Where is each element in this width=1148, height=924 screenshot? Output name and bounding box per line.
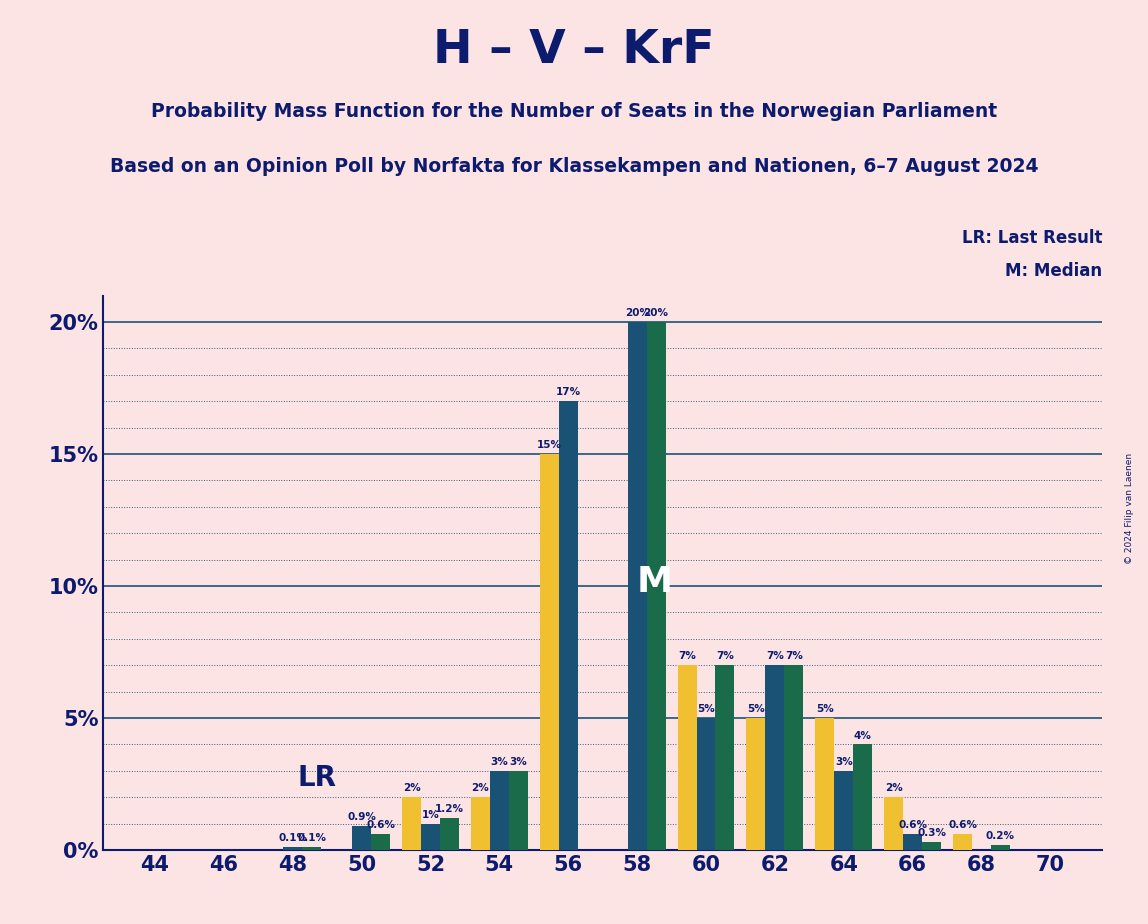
Text: 3%: 3% <box>490 757 509 767</box>
Text: © 2024 Filip van Laenen: © 2024 Filip van Laenen <box>1125 453 1134 564</box>
Text: 0.1%: 0.1% <box>278 833 308 844</box>
Text: 20%: 20% <box>625 308 650 318</box>
Bar <box>835 771 853 850</box>
Bar <box>903 834 922 850</box>
Text: 20%: 20% <box>644 308 668 318</box>
Text: 7%: 7% <box>716 651 734 662</box>
Bar <box>815 718 835 850</box>
Bar <box>697 718 715 850</box>
Text: 1%: 1% <box>421 809 440 820</box>
Text: 7%: 7% <box>766 651 784 662</box>
Bar <box>421 823 440 850</box>
Bar <box>991 845 1010 850</box>
Text: M: Median: M: Median <box>1004 262 1102 280</box>
Bar <box>853 745 872 850</box>
Bar <box>540 454 559 850</box>
Bar <box>302 847 321 850</box>
Text: 17%: 17% <box>556 387 581 397</box>
Text: H – V – KrF: H – V – KrF <box>433 28 715 73</box>
Text: 2%: 2% <box>885 784 902 794</box>
Text: 4%: 4% <box>854 731 871 740</box>
Text: 15%: 15% <box>537 440 561 450</box>
Text: 5%: 5% <box>697 704 715 714</box>
Bar <box>402 797 421 850</box>
Text: 0.6%: 0.6% <box>366 821 395 831</box>
Bar <box>471 797 490 850</box>
Text: 5%: 5% <box>747 704 765 714</box>
Bar <box>922 842 941 850</box>
Bar <box>715 665 735 850</box>
Bar <box>490 771 509 850</box>
Text: LR: Last Result: LR: Last Result <box>962 229 1102 247</box>
Text: 0.6%: 0.6% <box>948 821 977 831</box>
Bar <box>953 834 972 850</box>
Bar <box>371 834 390 850</box>
Text: 2%: 2% <box>403 784 420 794</box>
Text: 3%: 3% <box>510 757 527 767</box>
Bar <box>884 797 903 850</box>
Text: 0.6%: 0.6% <box>898 821 928 831</box>
Text: 1.2%: 1.2% <box>435 805 464 814</box>
Bar <box>677 665 697 850</box>
Bar <box>746 718 766 850</box>
Bar <box>766 665 784 850</box>
Text: 7%: 7% <box>678 651 696 662</box>
Text: 0.1%: 0.1% <box>297 833 326 844</box>
Text: 0.2%: 0.2% <box>986 831 1015 841</box>
Text: Based on an Opinion Poll by Norfakta for Klassekampen and Nationen, 6–7 August 2: Based on an Opinion Poll by Norfakta for… <box>110 157 1038 176</box>
Text: Probability Mass Function for the Number of Seats in the Norwegian Parliament: Probability Mass Function for the Number… <box>150 102 998 121</box>
Bar <box>559 401 577 850</box>
Bar <box>352 826 371 850</box>
Bar <box>509 771 528 850</box>
Bar <box>646 322 666 850</box>
Bar <box>628 322 646 850</box>
Text: 5%: 5% <box>816 704 833 714</box>
Text: 7%: 7% <box>785 651 802 662</box>
Text: LR: LR <box>297 764 336 792</box>
Text: M: M <box>636 565 673 600</box>
Text: 0.9%: 0.9% <box>347 812 377 822</box>
Bar <box>784 665 804 850</box>
Bar <box>284 847 302 850</box>
Text: 0.3%: 0.3% <box>917 828 946 838</box>
Bar <box>440 819 459 850</box>
Text: 3%: 3% <box>835 757 853 767</box>
Text: 2%: 2% <box>472 784 489 794</box>
